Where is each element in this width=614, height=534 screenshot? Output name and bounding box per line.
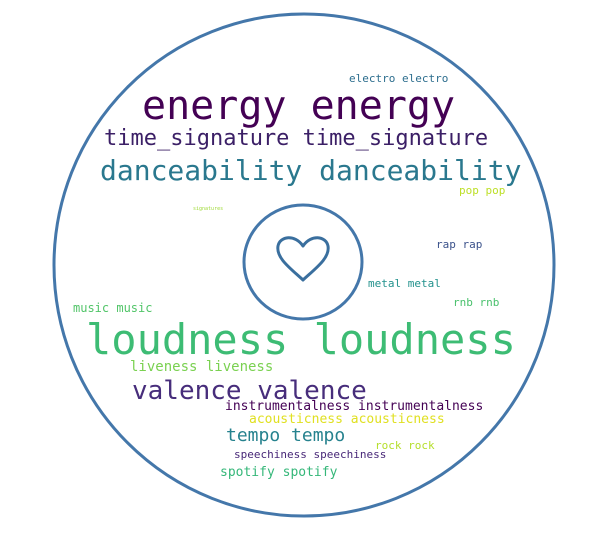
word-loudness: loudness loudness (86, 315, 516, 364)
heart-icon (276, 236, 330, 282)
word-instrumentalness: instrumentalness instrumentalness (225, 399, 484, 414)
word-tempo: tempo tempo (226, 425, 346, 446)
word-energy: energy energy (142, 83, 456, 129)
word-spotify: spotify spotify (220, 465, 338, 480)
word-danceability: danceability danceability (100, 154, 522, 187)
word-pop: pop pop (459, 184, 506, 197)
word-acousticness: acousticness acousticness (249, 412, 445, 427)
disc-outer-ring (52, 12, 556, 518)
word-rock: rock rock (375, 439, 435, 452)
word-music: music music (73, 301, 153, 315)
word-speechiness: speechiness speechiness (234, 448, 387, 461)
disc-inner-ring (242, 203, 364, 321)
word-liveness: liveness liveness (130, 359, 274, 375)
word-rap: rap rap (436, 238, 483, 251)
word-time-signature: time_signature time_signature (104, 126, 489, 151)
word-electro: electro electro (349, 72, 449, 85)
word-tiny: signatures (193, 206, 224, 212)
word-metal: metal metal (368, 277, 441, 290)
word-valence: valence valence (132, 376, 367, 406)
word-rnb: rnb rnb (453, 296, 500, 309)
